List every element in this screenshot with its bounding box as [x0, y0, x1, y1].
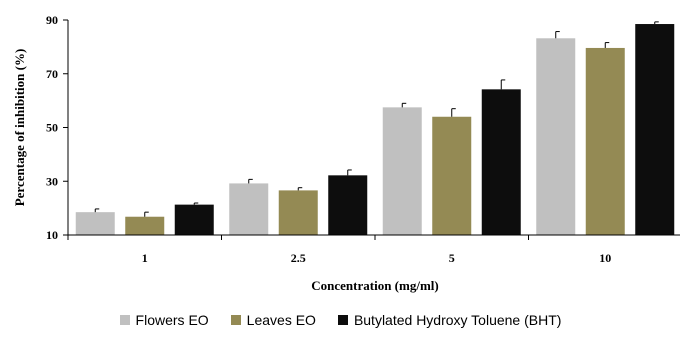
y-tick-label: 30 — [46, 174, 58, 188]
x-axis-ticks: 1 2.5 5 10 — [67, 235, 611, 265]
x-tick-label: 2.5 — [291, 251, 306, 265]
x-tick-label: 5 — [449, 251, 455, 265]
bar — [328, 175, 368, 235]
x-tick-label: 10 — [599, 251, 611, 265]
y-tick-label: 10 — [46, 228, 58, 242]
bar — [229, 183, 269, 235]
bar — [174, 204, 214, 235]
legend-label: Butylated Hydroxy Toluene (BHT) — [353, 312, 562, 328]
bar — [278, 190, 318, 235]
y-tick-label: 90 — [46, 13, 58, 27]
legend-swatch — [119, 315, 130, 325]
bar-chart: 10 30 50 70 90 1 2.5 5 10 Percentage of inhibit… — [12, 13, 680, 293]
legend-label: Leaves EO — [246, 312, 316, 328]
legend-swatch — [230, 315, 241, 325]
legend-item: Butylated Hydroxy Toluene (BHT) — [337, 312, 562, 328]
y-tick-label: 70 — [46, 67, 58, 81]
bar — [382, 107, 422, 235]
legend-label: Flowers EO — [135, 312, 209, 328]
bar — [75, 212, 115, 235]
bar — [635, 24, 675, 235]
legend-item: Flowers EO — [119, 312, 209, 328]
legend: Flowers EO Leaves EO Butylated Hydroxy Tol… — [0, 312, 681, 328]
bar — [125, 216, 165, 235]
x-axis-title: Concentration (mg/ml) — [311, 278, 438, 293]
y-tick-label: 50 — [46, 121, 58, 135]
y-axis-title: Percentage of inhibition (%) — [12, 49, 27, 207]
y-axis-ticks: 10 30 50 70 90 — [46, 13, 68, 242]
x-tick-label: 1 — [142, 251, 148, 265]
bar — [432, 116, 472, 235]
legend-swatch — [337, 315, 348, 325]
bar — [481, 89, 521, 236]
bar — [536, 38, 576, 236]
bar — [585, 47, 625, 236]
legend-item: Leaves EO — [230, 312, 316, 328]
bar-series-group — [75, 21, 675, 236]
